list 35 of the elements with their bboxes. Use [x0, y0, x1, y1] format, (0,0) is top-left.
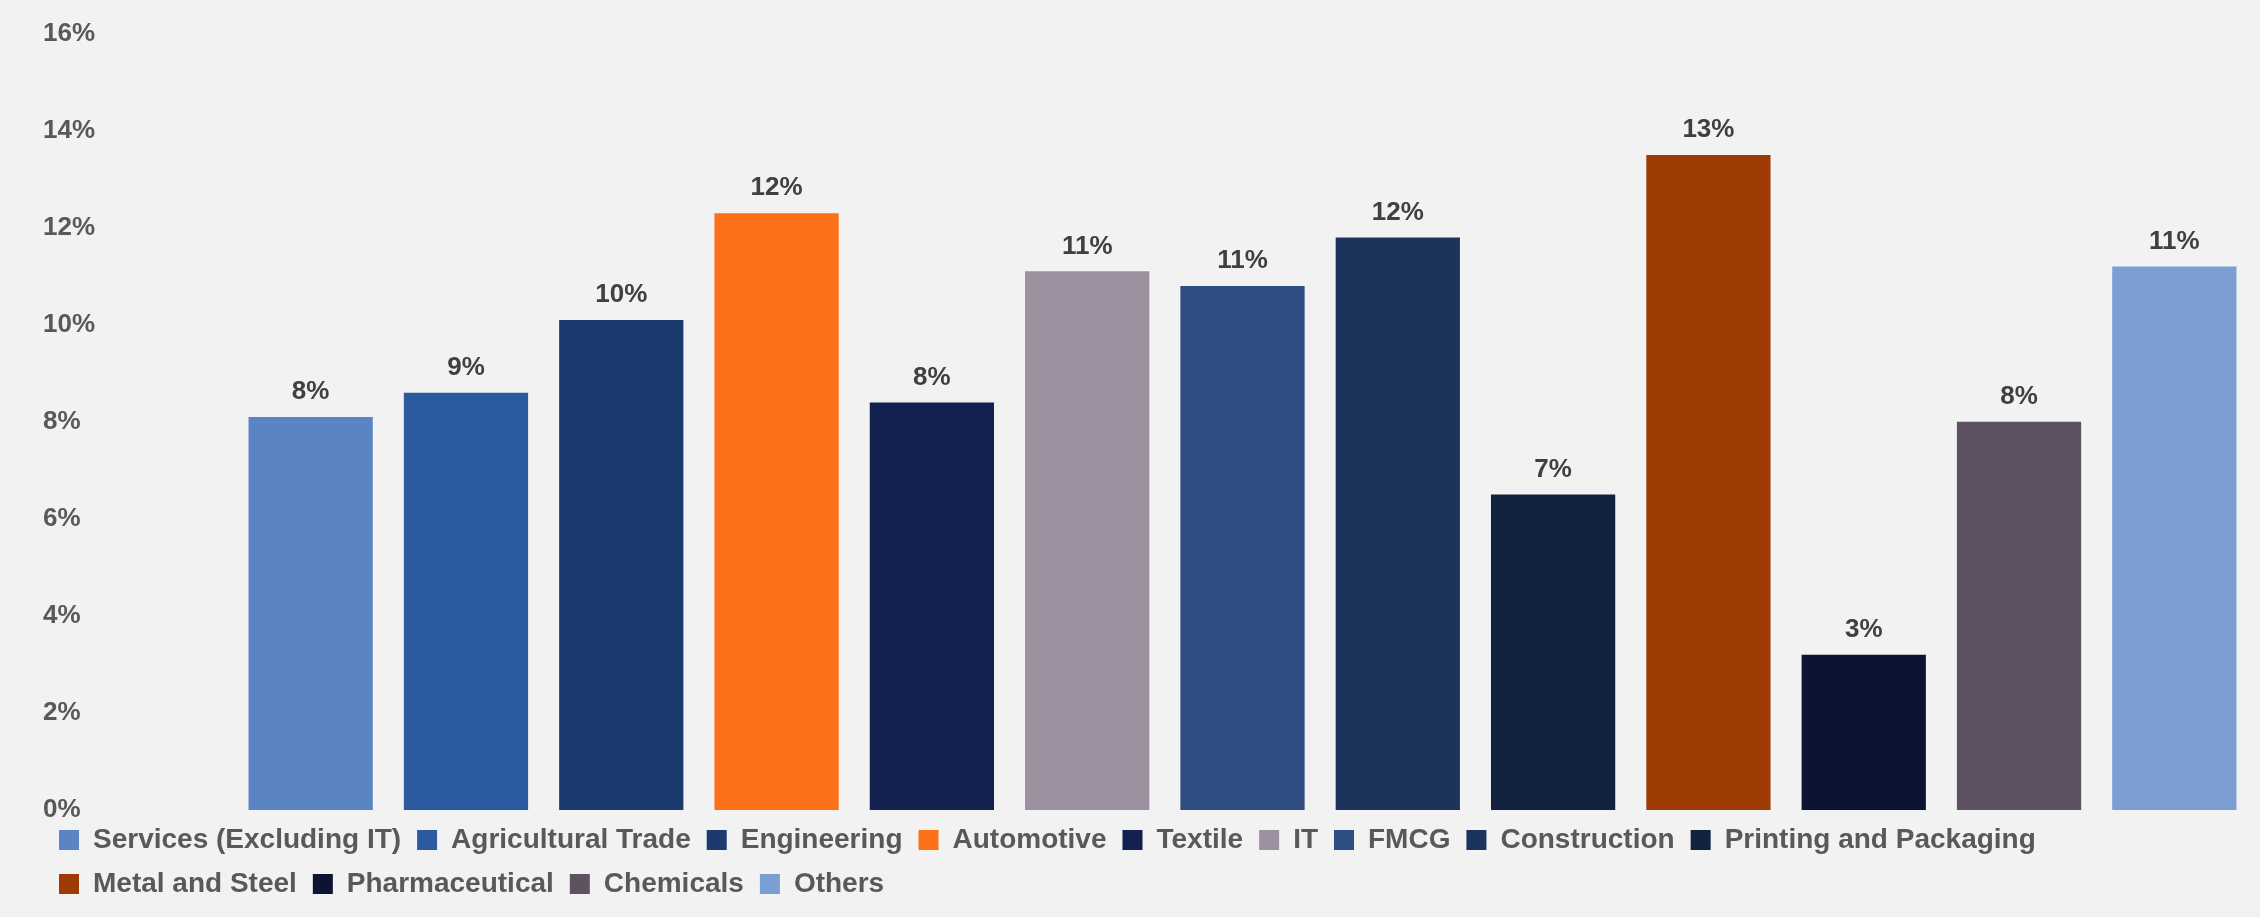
- data-label: 9%: [447, 350, 485, 381]
- legend-label: Metal and Steel: [93, 866, 297, 898]
- data-label: 12%: [750, 171, 803, 202]
- legend-label: IT: [1293, 822, 1319, 854]
- y-tick-label: 0%: [43, 793, 81, 824]
- y-tick-label: 14%: [43, 113, 96, 144]
- legend-label: Engineering: [740, 822, 903, 854]
- data-label: 7%: [1534, 452, 1572, 483]
- legend-label: FMCG: [1368, 822, 1451, 854]
- y-tick-label: 6%: [43, 502, 81, 533]
- data-label: 8%: [2000, 379, 2038, 410]
- legend-label: Automotive: [952, 822, 1107, 854]
- legend-label: Pharmaceutical: [346, 866, 554, 898]
- data-label: 8%: [291, 375, 330, 406]
- data-label: 13%: [1682, 113, 1735, 144]
- legend-label: Printing and Packaging: [1724, 822, 2036, 854]
- legend-label: Services (Excluding IT): [93, 822, 402, 854]
- legend-label: Textile: [1156, 822, 1244, 854]
- legend-label: Others: [793, 866, 885, 898]
- data-label: 11%: [1217, 244, 1268, 275]
- data-label: 3%: [1844, 612, 1883, 643]
- data-label: 8%: [913, 360, 951, 391]
- data-label: 12%: [1371, 195, 1424, 226]
- data-label: 11%: [2149, 224, 2200, 255]
- data-label: 10%: [595, 278, 648, 309]
- legend-label: Agricultural Trade: [451, 822, 691, 854]
- y-tick-label: 8%: [43, 404, 81, 435]
- legend-label: Chemicals: [603, 866, 744, 898]
- data-label: 11%: [1061, 229, 1113, 260]
- y-tick-label: 2%: [43, 696, 81, 727]
- y-tick-label: 4%: [43, 599, 81, 630]
- y-tick-label: 12%: [43, 210, 96, 241]
- y-tick-label: 16%: [43, 16, 96, 47]
- legend-label: Construction: [1500, 822, 1675, 854]
- y-tick-label: 10%: [43, 307, 96, 338]
